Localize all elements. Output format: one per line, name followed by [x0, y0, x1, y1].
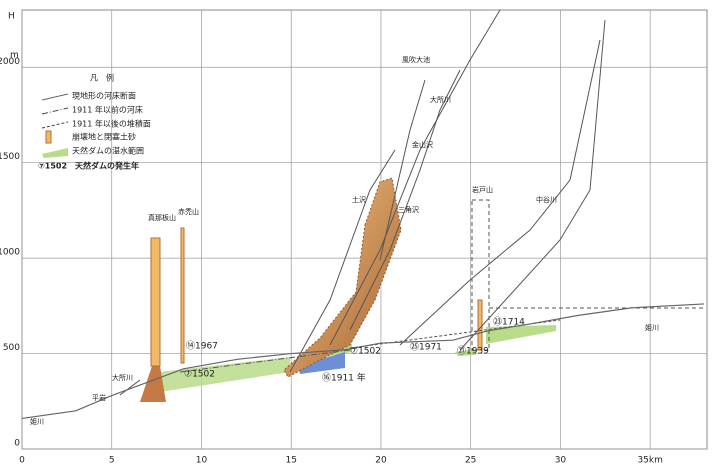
place-label: 金山沢 — [412, 140, 433, 149]
landslide-column — [477, 299, 483, 351]
annotation: ⑭1967 — [186, 341, 218, 352]
place-label: 大所川 — [430, 95, 451, 104]
landslide-column — [150, 237, 161, 367]
ticks: 0 500 1000 1500 2000 0 5 10 15 20 25 30 35km — [0, 57, 663, 466]
y-tick-label: 1500 — [0, 152, 20, 162]
place-labels: 真那板山 赤禿山 岩戸山 風吹大池 大所川 金山沢 土沢 三角沢 中谷川 姫川 … — [30, 55, 659, 426]
tributary — [399, 39, 601, 346]
place-label: 姫川 — [645, 323, 659, 332]
x-tick-label: 15 — [285, 456, 296, 466]
y-top-label: H — [8, 12, 15, 22]
x-tick-label: 20 — [375, 456, 387, 466]
x-tick-label: 35km — [637, 456, 662, 466]
x-tick-label: 30 — [555, 456, 567, 466]
y-tick-label: 1000 — [0, 248, 20, 258]
legend-label: 現地形の河床断面 — [72, 91, 136, 101]
tributary — [459, 19, 606, 351]
lake — [150, 357, 290, 392]
landslide-deposit — [140, 366, 166, 402]
series — [21, 303, 705, 420]
lake — [298, 352, 345, 374]
annotation: ⑯1911 年 — [322, 372, 366, 384]
x-tick-label: 25 — [465, 456, 476, 466]
tributary — [379, 79, 426, 261]
place-label: 赤禿山 — [178, 207, 199, 216]
annotation: ㉓1714 — [493, 317, 525, 328]
place-label: 三角沢 — [398, 205, 419, 214]
annotation: ㉑1939 — [457, 346, 489, 357]
tributary — [349, 69, 461, 331]
tributary — [119, 379, 141, 396]
x-tick-label: 0 — [19, 456, 25, 466]
y-tick-label: 2000 — [0, 57, 20, 67]
landslide-column — [180, 227, 185, 364]
place-label: 中谷川 — [536, 195, 557, 204]
tributary — [289, 149, 396, 373]
y-unit-label: m — [10, 51, 19, 61]
place-label: 大所川 — [112, 373, 133, 382]
lake — [486, 325, 556, 344]
annotation: ⑦1502 — [184, 370, 215, 380]
y-tick-label: 500 — [3, 343, 20, 353]
legend-title: 凡 例 — [90, 73, 114, 83]
legend-label: 崩壊地と閉塞土砂 — [72, 132, 136, 142]
place-label: 土沢 — [352, 195, 366, 204]
place-label: 平岩 — [92, 393, 106, 402]
annotation: ⑦1502 — [350, 347, 381, 357]
legend-swatch — [41, 107, 69, 115]
river-profile — [21, 303, 705, 420]
old-riverbed — [179, 349, 351, 373]
legend-label: 天然ダムの湛水範囲 — [72, 146, 144, 156]
x-tick-label: 10 — [196, 456, 208, 466]
y-tick-label: 0 — [14, 439, 20, 449]
legend-swatch — [41, 93, 69, 101]
place-label: 岩戸山 — [472, 185, 493, 194]
place-label: 風吹大池 — [402, 55, 430, 64]
legend-label: 1911 年以後の堆積面 — [72, 119, 151, 129]
place-label: 姫川 — [30, 417, 44, 426]
lake — [455, 349, 476, 356]
landslide-deposit — [283, 177, 402, 378]
legend: 凡 例 現地形の河床断面 1911 年以前の河床 1911 年以後の堆積面 崩壊… — [38, 73, 151, 171]
tributary — [329, 9, 501, 346]
x-tick-label: 5 — [109, 456, 115, 466]
place-label: 真那板山 — [148, 213, 176, 222]
legend-swatch — [42, 148, 68, 158]
annotation: ㉕1971 — [410, 342, 442, 353]
legend-swatch — [41, 121, 69, 129]
legend-label: ⑦1502 天然ダムの発生年 — [38, 161, 139, 171]
legend-swatch — [45, 130, 52, 144]
legend-label: 1911 年以前の河床 — [72, 105, 143, 115]
